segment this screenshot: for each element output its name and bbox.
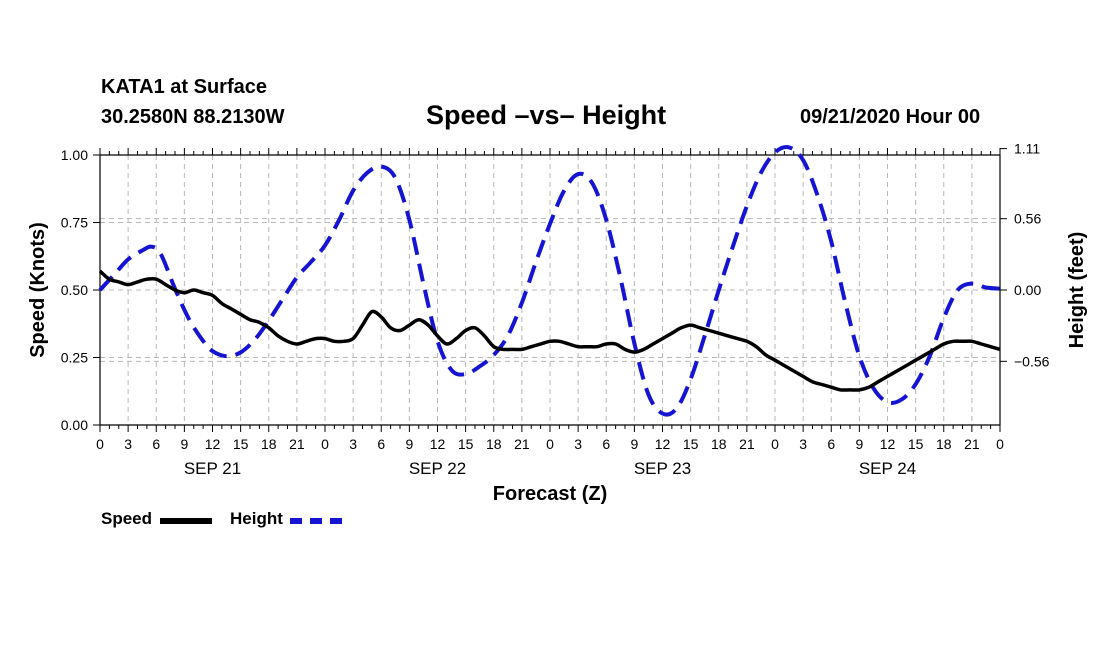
x-tick-label: 6: [152, 436, 160, 452]
x-tick-label: 12: [430, 436, 446, 452]
x-tick-label: 6: [602, 436, 610, 452]
y2-tick-label: 0.00: [1014, 282, 1041, 298]
x-tick-label: 9: [405, 436, 413, 452]
y2-axis-title: Height (feet): [1066, 232, 1088, 349]
y2-tick-label: 1.11: [1014, 141, 1040, 157]
x-tick-label: 15: [233, 436, 249, 452]
x-tick-label: 6: [827, 436, 835, 452]
y2-tick-label: −0.56: [1014, 353, 1050, 369]
x-tick-label: 0: [321, 436, 329, 452]
legend-speed-swatch: [160, 518, 212, 524]
height-series-line: [98, 145, 1001, 417]
x-tick-label: 3: [124, 436, 132, 452]
x-tick-label: 3: [799, 436, 807, 452]
station-name: KATA1 at Surface: [101, 76, 267, 98]
x-tick-label: 18: [936, 436, 952, 452]
y-tick-label: 1.00: [61, 147, 88, 163]
speed-series-line: [98, 269, 1001, 392]
legend-speed-label: Speed: [101, 509, 153, 528]
y2-tick-label: 0.56: [1014, 211, 1041, 227]
x-tick-label: 18: [261, 436, 277, 452]
x-tick-label: 3: [349, 436, 357, 452]
x-tick-label: 0: [771, 436, 779, 452]
x-tick-label: 21: [964, 436, 980, 452]
x-tick-label: 18: [711, 436, 727, 452]
x-axis-title: Forecast (Z): [493, 483, 607, 505]
day-label: SEP 24: [859, 459, 916, 478]
y-tick-label: 0.75: [61, 215, 88, 231]
y-tick-label: 0.25: [61, 350, 88, 366]
day-label: SEP 23: [634, 459, 691, 478]
x-tick-label: 18: [486, 436, 502, 452]
x-tick-label: 21: [739, 436, 755, 452]
station-coordinates: 30.2580N 88.2130W: [101, 106, 285, 128]
legend-height-swatch: [290, 518, 342, 524]
x-tick-label: 12: [880, 436, 896, 452]
day-label: SEP 21: [184, 459, 241, 478]
legend-height-label: Height: [230, 509, 283, 528]
x-tick-label: 3: [574, 436, 582, 452]
x-tick-label: 0: [96, 436, 104, 452]
x-tick-label: 21: [514, 436, 530, 452]
chart-title: Speed –vs– Height: [426, 100, 667, 130]
x-tick-label: 6: [377, 436, 385, 452]
x-tick-label: 0: [996, 436, 1004, 452]
x-tick-label: 9: [855, 436, 863, 452]
x-tick-label: 15: [683, 436, 699, 452]
day-label: SEP 22: [409, 459, 466, 478]
y-tick-label: 0.00: [61, 417, 88, 433]
y-tick-label: 0.50: [61, 282, 88, 298]
y-axis-title: Speed (Knots): [27, 222, 49, 358]
x-tick-label: 0: [546, 436, 554, 452]
x-tick-label: 9: [630, 436, 638, 452]
x-tick-label: 12: [205, 436, 221, 452]
x-tick-label: 9: [180, 436, 188, 452]
forecast-timestamp: 09/21/2020 Hour 00: [800, 106, 981, 128]
x-tick-label: 15: [458, 436, 474, 452]
x-tick-label: 12: [655, 436, 671, 452]
x-tick-label: 15: [908, 436, 924, 452]
x-tick-label: 21: [289, 436, 305, 452]
